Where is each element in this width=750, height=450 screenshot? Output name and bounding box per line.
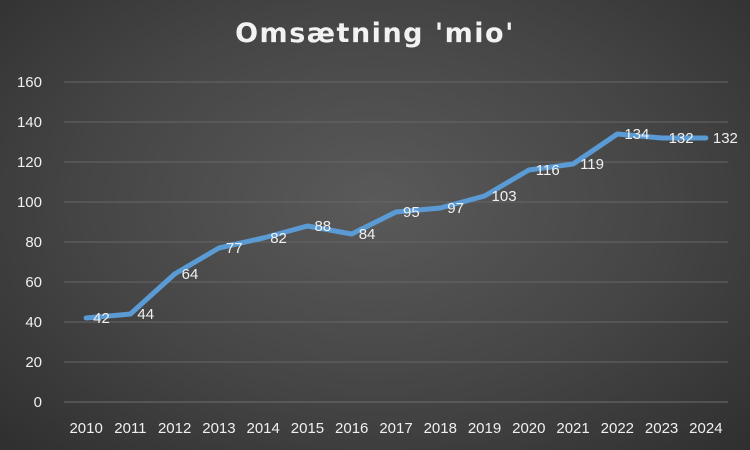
x-axis-tick-labels: 2010 2011 2012 2013 2014 2015 2016 2017 2018 2019… bbox=[69, 420, 722, 437]
x-tick-label: 2018 bbox=[424, 420, 457, 437]
chart-title: Omsætning 'mio' bbox=[235, 18, 515, 49]
series-line-path bbox=[83, 131, 709, 321]
y-axis-tick-labels: 0 20 40 60 80 100 120 140 160 bbox=[17, 74, 42, 411]
data-labels: 42 44 64 77 82 88 84 95 97 103 116 119 134 132 132 bbox=[93, 126, 738, 327]
data-label: 116 bbox=[536, 162, 560, 179]
y-tick-label: 100 bbox=[17, 194, 42, 211]
y-tick-label: 80 bbox=[25, 234, 42, 251]
x-tick-label: 2021 bbox=[556, 420, 589, 437]
data-label: 132 bbox=[669, 130, 694, 147]
data-label: 84 bbox=[359, 226, 376, 243]
data-label: 64 bbox=[182, 266, 199, 283]
series-line bbox=[83, 131, 709, 321]
x-tick-label: 2023 bbox=[645, 420, 678, 437]
x-tick-label: 2014 bbox=[247, 420, 280, 437]
y-tick-label: 140 bbox=[17, 114, 42, 131]
data-label: 134 bbox=[624, 126, 649, 143]
y-tick-label: 40 bbox=[25, 314, 42, 331]
y-tick-label: 160 bbox=[17, 74, 42, 91]
x-tick-label: 2013 bbox=[202, 420, 235, 437]
data-label: 103 bbox=[492, 188, 517, 205]
x-tick-label: 2010 bbox=[69, 420, 102, 437]
x-tick-label: 2020 bbox=[512, 420, 545, 437]
x-tick-label: 2017 bbox=[379, 420, 412, 437]
y-tick-label: 60 bbox=[25, 274, 42, 291]
x-tick-label: 2022 bbox=[601, 420, 634, 437]
y-tick-label: 20 bbox=[25, 354, 42, 371]
data-label: 132 bbox=[713, 130, 738, 147]
data-label: 82 bbox=[270, 230, 287, 247]
data-label: 95 bbox=[403, 204, 420, 221]
data-label: 44 bbox=[137, 306, 154, 323]
data-label: 88 bbox=[314, 218, 331, 235]
x-tick-label: 2019 bbox=[468, 420, 501, 437]
x-tick-label: 2016 bbox=[335, 420, 368, 437]
data-label: 119 bbox=[580, 156, 604, 173]
gridlines bbox=[64, 81, 728, 403]
x-tick-label: 2024 bbox=[689, 420, 722, 437]
x-tick-label: 2015 bbox=[291, 420, 324, 437]
y-tick-label: 0 bbox=[34, 394, 42, 411]
data-label: 97 bbox=[447, 200, 464, 217]
y-tick-label: 120 bbox=[17, 154, 42, 171]
x-tick-label: 2011 bbox=[114, 420, 146, 437]
data-label: 77 bbox=[226, 240, 243, 257]
x-tick-label: 2012 bbox=[158, 420, 191, 437]
data-label: 42 bbox=[93, 310, 110, 327]
